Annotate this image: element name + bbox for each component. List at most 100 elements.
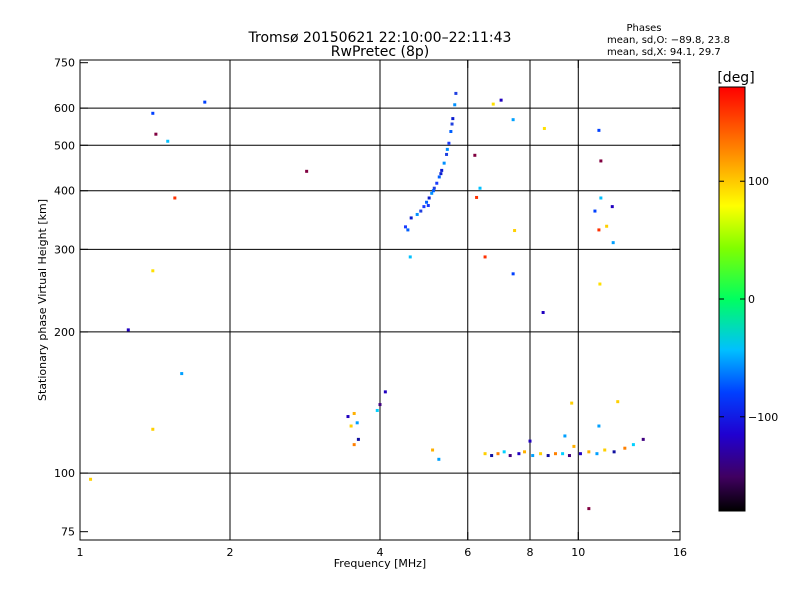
low-cluster-point [352,443,356,447]
colorbar-tick-label: 100 [748,175,769,188]
low-cluster-point [616,400,620,404]
echo-trace-point [440,168,444,172]
echo-trace-point [422,205,426,209]
low-cluster-point [352,411,356,415]
echo-trace-point [415,212,419,216]
low-cluster-point [623,446,627,450]
x-tick-label: 1 [77,546,84,559]
scattered-point [593,209,597,213]
echo-trace-point [406,228,410,232]
colorbar-label: [deg] [717,70,754,86]
scattered-point [166,139,170,143]
echo-trace-point [431,189,435,193]
echo-trace-point [445,152,449,156]
x-tick-label: 4 [377,546,384,559]
y-tick-label: 200 [54,326,75,339]
x-tick-label: 2 [227,546,234,559]
chart-subtitle: RwPretec (8p) [331,44,429,60]
echo-trace-point [442,161,446,165]
scattered-point [151,111,155,115]
scattered-point [473,153,477,157]
scattered-point [599,196,603,200]
scattered-point [511,118,515,122]
echo-trace-point [426,204,430,208]
low-cluster-point [508,454,512,458]
scattered-point [611,241,615,245]
scattered-point [511,272,515,276]
low-cluster-point [375,408,379,412]
x-tick-label: 10 [571,546,585,559]
scattered-point [408,255,412,259]
echo-trace-point [447,141,451,145]
echo-trace-point [453,103,457,107]
scattered-point [541,310,545,314]
scattered-point [499,98,503,102]
low-cluster-point [523,450,527,454]
x-axis-label: Frequency [MHz] [334,557,426,570]
scattered-point [478,186,482,190]
y-tick-label: 75 [61,526,75,539]
scattered-point [203,100,207,104]
scattered-point [151,427,155,431]
low-cluster-point [349,424,353,428]
low-cluster-point [483,452,487,456]
scattered-point [154,132,158,136]
low-cluster-point [437,457,441,461]
low-cluster-point [561,452,565,456]
y-tick-label: 600 [54,102,75,115]
low-cluster-point [346,415,350,419]
low-cluster-point [539,452,543,456]
y-tick-label: 500 [54,139,75,152]
scattered-point [89,477,93,481]
scattered-point [513,229,517,233]
y-tick-label: 750 [54,57,75,70]
scattered-point [610,205,614,209]
scattered-point [598,282,602,286]
scattered-point [173,196,177,200]
echo-trace-point [454,91,458,95]
low-cluster-point [641,437,645,441]
echo-trace-point [430,191,434,195]
echo-trace-point [432,186,436,190]
low-cluster-point [378,403,382,407]
low-cluster-point [356,437,360,441]
y-tick-label: 300 [54,243,75,256]
low-cluster-point [631,443,635,447]
low-cluster-point [502,450,506,454]
low-cluster-point [553,452,557,456]
chart-title: Tromsø 20150621 22:10:00–22:11:43 [248,30,512,46]
echo-trace-point [437,175,441,179]
scattered-point [563,434,567,438]
echo-trace-point [451,117,455,121]
echo-trace-point [427,196,431,200]
echo-trace-point [435,181,439,185]
scattered-point [305,169,309,173]
scattered-point [587,507,591,511]
x-tick-label: 16 [673,546,687,559]
echo-trace-point [425,200,429,204]
y-axis-label: Stationary phase Virtual Height [km] [36,199,49,401]
scattered-point [483,255,487,259]
low-cluster-point [578,452,582,456]
phases-x-line: mean, sd,X: 94.1, 29.7 [607,47,721,58]
low-cluster-point [612,450,616,454]
low-cluster-point [546,454,550,458]
echo-trace-point [450,122,454,126]
scattered-point [605,224,609,228]
low-cluster-point [490,454,494,458]
scattered-point [542,126,546,130]
low-cluster-point [531,454,535,458]
echo-trace-point [439,172,443,176]
scattered-point [599,159,603,163]
low-cluster-point [597,424,601,428]
low-cluster-point [572,444,576,448]
low-cluster-point [431,448,435,452]
low-cluster-point [587,450,591,454]
low-cluster-point [496,452,500,456]
low-cluster-point [528,439,532,443]
colorbar-tick-label: −100 [748,411,778,424]
y-tick-label: 400 [54,185,75,198]
y-tick-label: 100 [54,467,75,480]
low-cluster-point [355,421,359,425]
